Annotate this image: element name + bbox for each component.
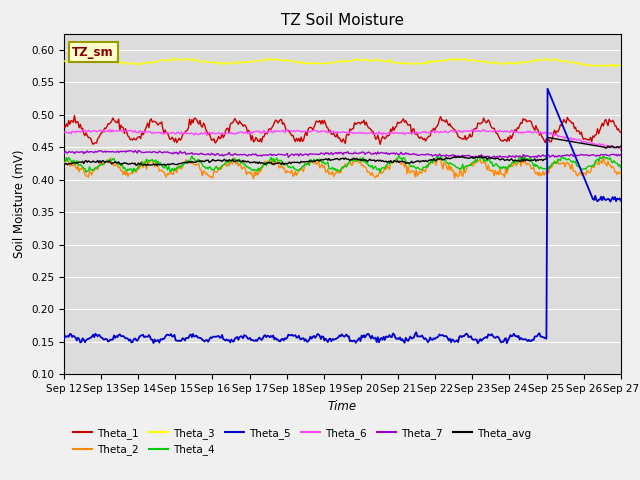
Theta_1 [70, 113, 78, 119]
Line: Theta_7: Theta_7 [64, 151, 621, 158]
Theta_2 [470, 160, 478, 166]
Theta_1 [617, 129, 625, 135]
Theta_7 [234, 152, 242, 158]
Theta_avg [568, 139, 576, 144]
Theta_3 [170, 55, 177, 60]
Title: TZ Soil Moisture: TZ Soil Moisture [281, 13, 404, 28]
Theta_3 [296, 59, 304, 65]
Line: Theta_avg: Theta_avg [64, 137, 621, 166]
Theta_4 [60, 159, 68, 165]
Theta_7 [60, 151, 68, 156]
Theta_5 [399, 336, 406, 342]
Theta_6 [470, 127, 478, 133]
Legend: Theta_1, Theta_2, Theta_3, Theta_4, Theta_5, Theta_6, Theta_7, Theta_avg: Theta_1, Theta_2, Theta_3, Theta_4, Thet… [69, 424, 536, 459]
Theta_3 [611, 64, 619, 70]
Theta_2 [250, 176, 257, 181]
Theta_7 [568, 151, 576, 157]
Theta_1 [568, 120, 576, 126]
Theta_6 [399, 130, 407, 135]
Theta_6 [60, 129, 68, 135]
Theta_avg [153, 163, 161, 168]
Theta_avg [296, 160, 304, 166]
Theta_7 [131, 148, 139, 154]
Theta_5 [469, 337, 477, 343]
Theta_2 [234, 159, 241, 165]
Theta_6 [373, 130, 381, 136]
Theta_6 [234, 130, 242, 135]
Line: Theta_5: Theta_5 [64, 89, 621, 343]
Theta_4 [568, 159, 576, 165]
Theta_7 [617, 152, 625, 157]
Theta_3 [470, 58, 478, 64]
Theta_4 [296, 166, 304, 171]
Theta_1 [60, 124, 68, 130]
Theta_4 [399, 155, 407, 160]
Theta_avg [60, 161, 68, 167]
Theta_5 [60, 336, 68, 342]
Theta_2 [296, 168, 304, 173]
Theta_7 [399, 151, 407, 157]
Theta_3 [60, 58, 68, 64]
Text: TZ_sm: TZ_sm [72, 46, 114, 59]
Theta_4 [373, 166, 381, 172]
Theta_3 [373, 57, 381, 63]
Theta_avg [399, 159, 407, 165]
Theta_7 [296, 151, 304, 157]
Theta_1 [376, 142, 384, 147]
Theta_5 [617, 198, 625, 204]
Line: Theta_2: Theta_2 [64, 156, 621, 179]
Theta_2 [399, 161, 407, 167]
Theta_2 [600, 154, 607, 159]
Theta_4 [234, 159, 242, 165]
Line: Theta_3: Theta_3 [64, 58, 621, 67]
Theta_6 [107, 127, 115, 132]
Theta_avg [234, 157, 242, 163]
Theta_avg [373, 158, 381, 164]
Theta_5 [474, 340, 482, 346]
Theta_1 [234, 121, 242, 127]
Theta_avg [617, 144, 625, 149]
Theta_2 [617, 169, 625, 175]
Theta_6 [617, 147, 625, 153]
Theta_5 [372, 335, 380, 340]
Line: Theta_6: Theta_6 [64, 130, 621, 150]
Theta_7 [487, 155, 495, 161]
Theta_4 [470, 159, 478, 165]
Theta_1 [296, 139, 304, 144]
Theta_1 [472, 125, 479, 131]
Theta_5 [568, 145, 576, 151]
Theta_3 [567, 60, 575, 65]
X-axis label: Time: Time [328, 400, 357, 413]
Line: Theta_1: Theta_1 [64, 116, 621, 144]
Theta_7 [373, 151, 381, 157]
Theta_5 [295, 333, 303, 338]
Theta_avg [544, 134, 552, 140]
Theta_3 [617, 63, 625, 69]
Theta_7 [470, 155, 478, 160]
Theta_5 [544, 86, 552, 92]
Theta_4 [617, 165, 625, 170]
Theta_2 [60, 160, 68, 166]
Theta_6 [296, 128, 304, 134]
Theta_4 [129, 169, 136, 175]
Theta_3 [399, 60, 407, 65]
Theta_1 [373, 136, 381, 142]
Theta_3 [234, 60, 242, 66]
Theta_avg [470, 155, 478, 161]
Theta_1 [401, 120, 408, 125]
Theta_4 [520, 153, 528, 158]
Y-axis label: Soil Moisture (mV): Soil Moisture (mV) [13, 150, 26, 258]
Line: Theta_4: Theta_4 [64, 156, 621, 172]
Theta_2 [567, 167, 575, 172]
Theta_6 [567, 135, 575, 141]
Theta_2 [373, 172, 381, 178]
Theta_5 [234, 334, 241, 340]
